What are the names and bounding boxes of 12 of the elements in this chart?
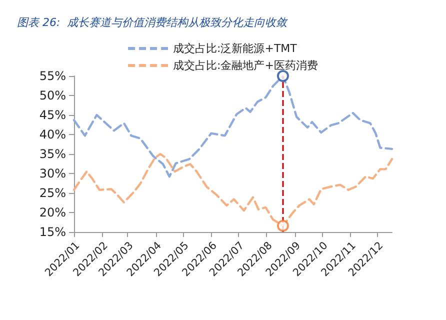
chart-title: 图表 26: 成长赛道与价值消费结构从极致分化走向收敛 <box>17 16 288 29</box>
legend-label: 成交占比:金融地产+医药消费 <box>173 59 318 72</box>
y-tick-label: 55% <box>39 69 66 83</box>
y-tick-label: 25% <box>39 186 66 200</box>
y-tick-label: 20% <box>39 206 66 220</box>
y-tick-label: 15% <box>39 225 66 239</box>
y-tick-label: 35% <box>39 147 66 161</box>
y-tick-label: 50% <box>39 88 66 102</box>
y-tick-label: 40% <box>39 128 66 142</box>
legend-label: 成交占比:泛新能源+TMT <box>173 42 298 55</box>
y-tick-label: 30% <box>39 166 66 180</box>
y-tick-label: 45% <box>39 108 66 122</box>
